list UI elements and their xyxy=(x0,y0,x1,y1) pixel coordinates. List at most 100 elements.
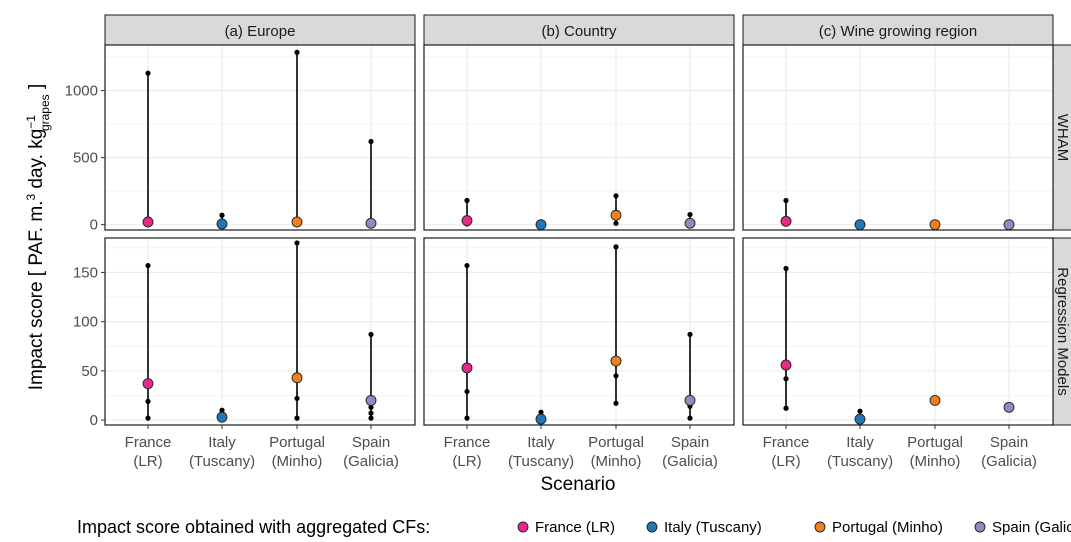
aggregated-cf-point xyxy=(610,355,622,367)
aggregated-cf-point xyxy=(291,216,303,228)
x-tick-label-line1: Italy xyxy=(846,434,874,451)
x-tick-label-line2: (Galicia) xyxy=(662,453,718,470)
intermediate-point xyxy=(783,376,789,382)
max-point xyxy=(368,331,374,338)
panels-layer: (a) Europe (b) Country (c) Wine growing re… xyxy=(65,14,1071,470)
aggregated-cf-point xyxy=(216,218,228,230)
intermediate-point xyxy=(368,404,374,410)
legend-entry: Portugal (Minho) xyxy=(832,519,943,536)
y-axis-title-end: ] xyxy=(26,84,47,95)
aggregated-cf-point xyxy=(854,413,866,425)
aggregated-cf-point xyxy=(535,413,547,425)
max-point xyxy=(294,240,300,246)
x-tick-label-line1: Spain xyxy=(352,434,390,451)
aggregated-cf-point xyxy=(854,219,866,231)
x-tick-label-line1: Italy xyxy=(527,434,555,451)
min-point xyxy=(464,415,470,421)
column-strip-label: (a) Europe xyxy=(225,23,296,40)
panel-1-0: 0 50 100 150 France (LR) Italy (Tuscany) Portuga… xyxy=(73,237,416,470)
min-point xyxy=(368,415,374,421)
max-point xyxy=(783,265,789,272)
max-point xyxy=(687,211,693,218)
x-tick-label-line2: (LR) xyxy=(133,453,162,470)
y-axis-title-sup2: −1 xyxy=(24,115,38,129)
x-tick-label-line2: (LR) xyxy=(771,453,800,470)
y-tick-label: 0 xyxy=(90,217,98,234)
panel-0-2 xyxy=(742,44,1054,231)
column-strip-label: (c) Wine growing region xyxy=(819,23,977,40)
max-point xyxy=(464,262,470,269)
aggregated-cf-point xyxy=(216,411,228,423)
max-point xyxy=(857,408,863,414)
aggregated-cf-point xyxy=(535,219,547,231)
max-point xyxy=(613,244,619,250)
panel-background xyxy=(105,238,415,425)
legend-title: Impact score obtained with aggregated CF… xyxy=(77,517,430,537)
intermediate-point xyxy=(464,388,470,395)
x-tick-label-line1: Italy xyxy=(208,434,236,451)
aggregated-cf-point xyxy=(142,378,154,390)
max-point xyxy=(464,197,470,204)
min-point xyxy=(613,400,619,406)
aggregated-cf-point xyxy=(1003,219,1015,231)
panel-background xyxy=(743,45,1053,230)
intermediate-point xyxy=(368,410,374,416)
panel-1-1: France (LR) Italy (Tuscany) Portugal (Minho) S… xyxy=(423,237,735,470)
max-point xyxy=(145,70,151,76)
max-point xyxy=(538,409,544,415)
max-point xyxy=(219,212,225,218)
intermediate-point xyxy=(294,395,300,402)
panel-border xyxy=(742,237,1054,426)
y-axis-title-main: Impact score [ PAF. m. xyxy=(26,201,47,391)
panel-background xyxy=(424,45,734,230)
min-point xyxy=(145,415,151,421)
min-point xyxy=(294,415,300,421)
max-point xyxy=(219,407,225,413)
aggregated-cf-point xyxy=(780,215,792,227)
max-point xyxy=(368,138,374,145)
x-tick-label-line2: (Minho) xyxy=(591,453,642,470)
y-tick-label: 100 xyxy=(73,314,98,331)
aggregated-cf-point xyxy=(142,216,154,228)
panel-0-1 xyxy=(423,44,735,231)
aggregated-cf-point xyxy=(291,372,303,384)
aggregated-cf-point xyxy=(929,219,941,231)
x-tick-label-line1: France xyxy=(763,434,810,451)
x-tick-label-line2: (Tuscany) xyxy=(827,453,893,470)
column-strip-bg xyxy=(423,14,735,46)
legend-entry: Italy (Tuscany) xyxy=(664,519,762,536)
min-point xyxy=(613,220,619,226)
column-strip-bg xyxy=(104,14,416,46)
y-axis-title-sup1: 3 xyxy=(24,194,38,201)
x-tick-label-line1: Portugal xyxy=(588,434,644,451)
y-tick-label: 1000 xyxy=(65,83,98,100)
row-strip-label: WHAM xyxy=(1054,114,1071,162)
panel-background xyxy=(424,238,734,425)
aggregated-cf-point xyxy=(461,362,473,374)
x-tick-label-line1: Spain xyxy=(671,434,709,451)
intermediate-point xyxy=(145,398,151,404)
aggregated-cf-point xyxy=(780,359,792,371)
aggregated-cf-point xyxy=(365,394,377,406)
x-tick-label-line2: (Minho) xyxy=(272,453,323,470)
y-tick-label: 50 xyxy=(81,363,98,380)
column-strip-label: (b) Country xyxy=(541,23,617,40)
x-axis-title: Scenario xyxy=(541,474,616,495)
aggregated-cf-point xyxy=(365,217,377,229)
panel-border xyxy=(423,237,735,426)
x-tick-label-line1: France xyxy=(125,434,172,451)
y-tick-label: 500 xyxy=(73,150,98,167)
x-tick-label-line1: France xyxy=(444,434,491,451)
x-tick-label-line1: Portugal xyxy=(269,434,325,451)
panel-background xyxy=(743,238,1053,425)
max-point xyxy=(783,197,789,204)
aggregated-cf-point xyxy=(684,217,696,229)
row-strip-label: Regression Models xyxy=(1054,267,1071,395)
legend-key xyxy=(814,521,826,533)
x-tick-label-line2: (Galicia) xyxy=(343,453,399,470)
panel-1-2: France (LR) Italy (Tuscany) Portugal (Minho) S… xyxy=(742,237,1054,470)
x-tick-label-line2: (Tuscany) xyxy=(189,453,255,470)
aggregated-cf-point xyxy=(929,394,941,406)
panel-border xyxy=(104,237,416,426)
y-axis-title: Impact score [ PAF. m.3 day. kg−1grapes … xyxy=(24,84,52,390)
